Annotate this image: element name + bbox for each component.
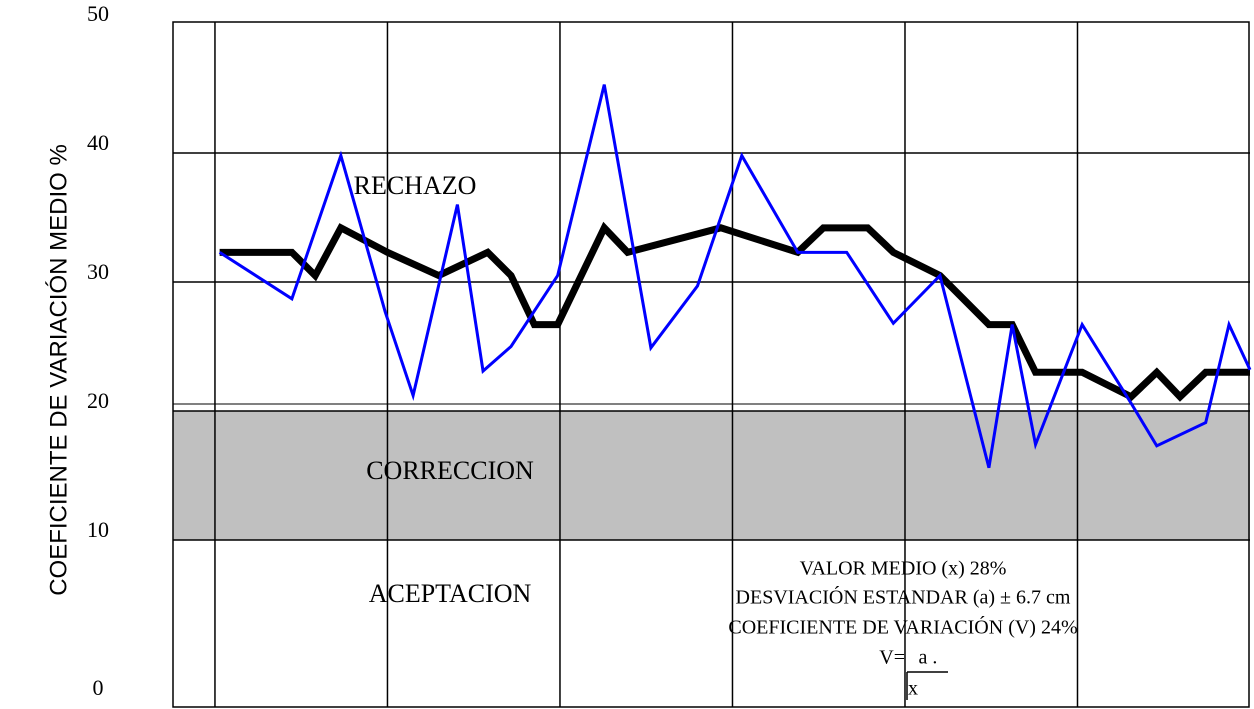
stat-line: COEFICIENTE DE VARIACIÓN (V) 24% [728, 615, 1077, 639]
plot-frame [172, 21, 1250, 708]
data-line [218, 84, 1252, 469]
y-axis-label: COEFICIENTE DE VARIACIÓN MEDIO % [45, 144, 72, 596]
y-tick-label: 30 [87, 259, 109, 284]
data-line [219, 221, 1250, 402]
formula-numerator: a . [919, 647, 938, 669]
zone-label: CORRECCION [366, 456, 534, 485]
formula-denominator: x [908, 678, 918, 700]
y-tick-label: 40 [87, 130, 109, 155]
y-tick-label: 0 [93, 675, 104, 700]
y-tick-label: 20 [87, 388, 109, 413]
stat-line: DESVIACIÓN ESTANDAR (a) ± 6.7 cm [736, 585, 1071, 609]
formula-lhs: V= [879, 647, 905, 669]
correction-band [173, 411, 1250, 540]
zone-label: ACEPTACION [369, 579, 532, 608]
stat-line: VALOR MEDIO (x) 28% [800, 558, 1007, 580]
y-tick-label: 50 [87, 1, 109, 26]
zone-label: RECHAZO [354, 171, 477, 200]
y-tick-label: 10 [87, 517, 109, 542]
